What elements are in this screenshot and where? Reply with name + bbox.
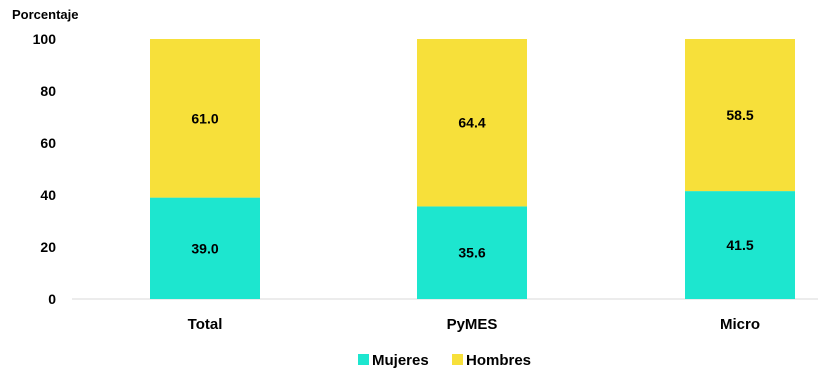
y-tick-label: 40: [40, 187, 56, 203]
data-label: 39.0: [191, 240, 218, 256]
y-tick-label: 80: [40, 83, 56, 99]
y-tick-label: 60: [40, 135, 56, 151]
bar-segment-mujeres: [685, 191, 795, 299]
y-tick-label: 100: [33, 31, 57, 47]
legend-label-hombres: Hombres: [466, 352, 531, 369]
y-tick-label: 20: [40, 239, 56, 255]
x-axis-labels: Total PyMES Micro: [188, 316, 760, 333]
bar-segment-mujeres: [417, 206, 527, 299]
data-label: 61.0: [191, 110, 218, 126]
data-label: 41.5: [726, 237, 753, 253]
legend: Mujeres Hombres: [358, 352, 531, 369]
data-label: 58.5: [726, 107, 753, 123]
y-axis-ticks: 0 20 40 60 80 100: [33, 31, 57, 307]
data-label: 35.6: [458, 245, 485, 261]
y-axis-label: Porcentaje: [12, 7, 78, 22]
data-label: 64.4: [458, 115, 485, 131]
y-tick-label: 0: [48, 291, 56, 307]
legend-label-mujeres: Mujeres: [372, 352, 429, 369]
legend-swatch-hombres: [452, 354, 463, 365]
x-tick-label: Micro: [720, 316, 760, 333]
x-tick-label: PyMES: [447, 316, 498, 333]
legend-swatch-mujeres: [358, 354, 369, 365]
bars-group: 39.0 61.0 35.6 64.4 41.5 58.5: [150, 39, 795, 299]
bar-segment-hombres: [417, 39, 527, 207]
bar-segment-hombres: [685, 39, 795, 192]
bar-segment-hombres: [150, 39, 260, 198]
x-tick-label: Total: [188, 316, 223, 333]
bar-segment-mujeres: [150, 197, 260, 299]
